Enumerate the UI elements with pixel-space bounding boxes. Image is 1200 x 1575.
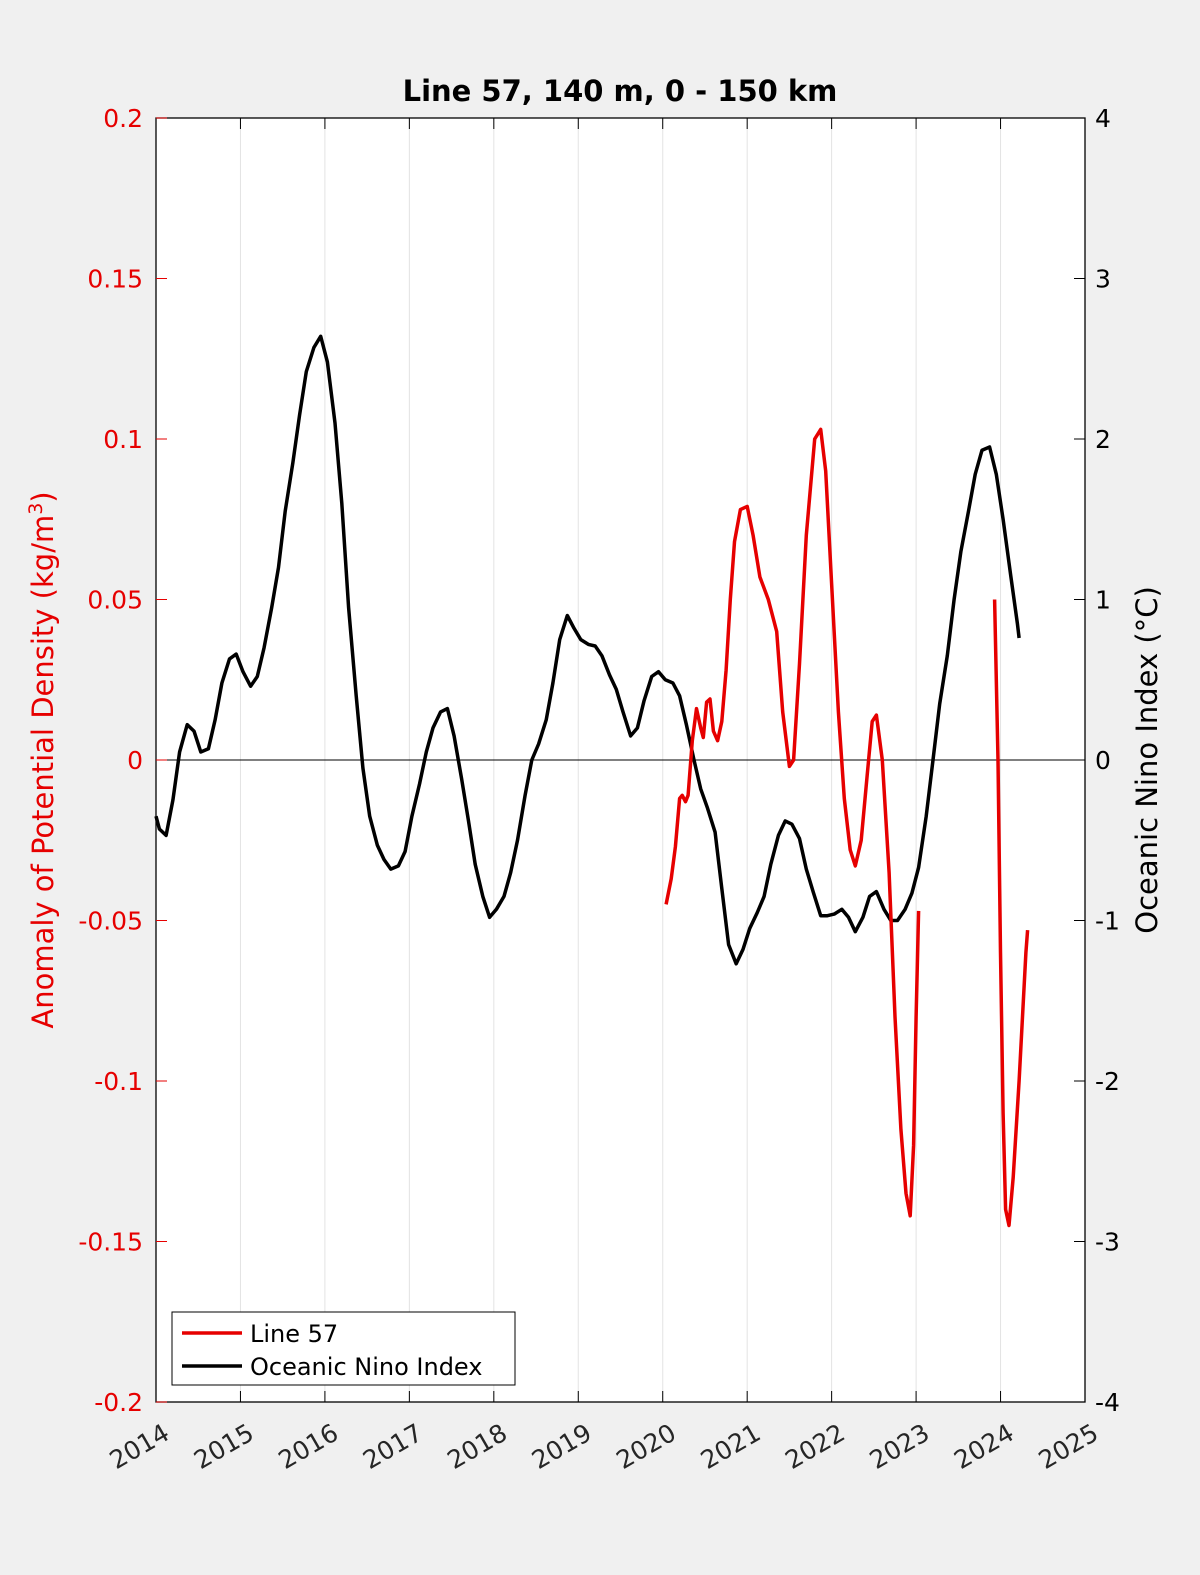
series-line-57	[664, 427, 1030, 1228]
left-y-tick-label: 0.1	[103, 425, 143, 454]
left-y-tick-label: 0	[127, 746, 143, 775]
right-y-axis-title: Oceanic Nino Index (°C)	[1130, 586, 1164, 934]
left-y-axis-tick-labels: 0.2 0.15 0.1 0.05 0 -0.05 -0.1 -0.15 -0.2	[78, 104, 143, 1417]
oceanic-nino-index-line	[154, 334, 1021, 966]
left-y-tick-label: -0.05	[78, 907, 143, 936]
chart-title: Line 57, 140 m, 0 - 150 km	[403, 74, 838, 108]
right-y-tick-label: 3	[1095, 265, 1111, 294]
left-y-axis-title: Anomaly of Potential Density (kg/m3)	[25, 491, 60, 1028]
axis-ticks	[155, 117, 1086, 1403]
left-y-tick-label: 0.2	[103, 104, 143, 133]
right-y-tick-label: -2	[1095, 1067, 1120, 1096]
left-y-tick-label: -0.15	[78, 1228, 143, 1257]
left-y-tick-label: -0.2	[94, 1388, 143, 1417]
right-y-tick-label: -3	[1095, 1228, 1120, 1257]
legend-box	[171, 1311, 516, 1386]
series-oceanic-nino-index	[154, 334, 1021, 966]
right-y-tick-label: -4	[1095, 1388, 1120, 1417]
right-y-tick-label: 4	[1095, 104, 1111, 133]
right-y-tick-label: 1	[1095, 586, 1111, 615]
right-y-tick-label: 0	[1095, 746, 1111, 775]
left-y-axis-title-close: )	[26, 491, 60, 502]
line-57-segment	[992, 599, 1030, 1228]
left-y-tick-label: 0.05	[87, 586, 143, 615]
legend-label-oceanic-nino-index: Oceanic Nino Index	[250, 1353, 482, 1381]
left-y-axis-title-superscript: 3	[25, 503, 47, 515]
legend-label-line-57: Line 57	[250, 1320, 338, 1348]
line-57-segment	[664, 427, 921, 1218]
right-y-tick-label: -1	[1095, 907, 1120, 936]
left-y-tick-label: 0.15	[87, 265, 143, 294]
left-y-axis-title-main: Anomaly of Potential Density (kg/m	[26, 515, 60, 1029]
left-y-tick-label: -0.1	[94, 1067, 143, 1096]
right-y-tick-label: 2	[1095, 425, 1111, 454]
right-y-axis-tick-labels: 4 3 2 1 0 -1 -2 -3 -4	[1095, 104, 1120, 1417]
legend: Line 57 Oceanic Nino Index	[171, 1311, 516, 1386]
